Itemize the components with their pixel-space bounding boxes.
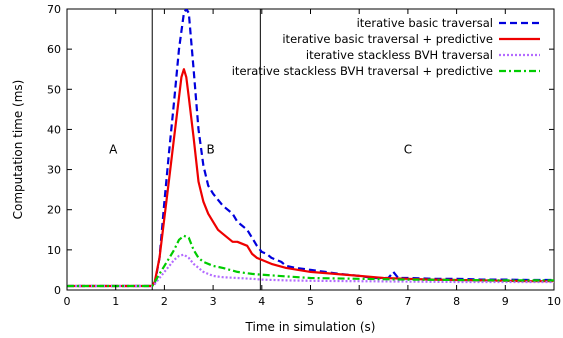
y-axis-label: Computation time (ms) (11, 80, 25, 220)
series-line-2 (67, 68, 554, 288)
x-axis-label: Time in simulation (s) (245, 320, 376, 334)
phase-labels: A B C (109, 143, 412, 157)
y-tick-label: 20 (47, 204, 61, 217)
x-tick-label: 8 (453, 295, 460, 308)
x-tick-label: 4 (258, 295, 265, 308)
y-tick-label: 70 (47, 3, 61, 16)
legend: iterative basic traversal iterative basic… (232, 16, 540, 78)
x-tick-label: 9 (502, 295, 509, 308)
y-tick-label: 10 (47, 244, 61, 257)
x-tick-label: 10 (547, 295, 561, 308)
series-line-3 (67, 253, 554, 288)
phase-label: C (404, 143, 412, 157)
x-tick-label: 7 (404, 295, 411, 308)
y-tick-label: 30 (47, 164, 61, 177)
legend-label: iterative stackless BVH traversal (306, 48, 493, 62)
x-tick-label: 2 (161, 295, 168, 308)
x-tick-label: 3 (210, 295, 217, 308)
series-layer (67, 9, 554, 288)
y-axis: 0 10 20 30 40 50 60 70 (47, 3, 554, 297)
y-tick-label: 0 (54, 284, 61, 297)
y-tick-label: 50 (47, 83, 61, 96)
phase-label: B (207, 143, 215, 157)
x-tick-label: 0 (64, 295, 71, 308)
x-tick-label: 5 (307, 295, 314, 308)
x-tick-label: 6 (356, 295, 363, 308)
y-tick-label: 60 (47, 43, 61, 56)
series-line-4 (67, 234, 554, 288)
legend-label: iterative basic traversal (357, 16, 493, 30)
legend-label: iterative stackless BVH traversal + pred… (232, 64, 493, 78)
y-tick-label: 40 (47, 123, 61, 136)
phase-lines (151, 9, 261, 290)
phase-label: A (109, 143, 118, 157)
x-axis: 0 1 2 3 4 5 6 7 8 9 10 (64, 9, 561, 308)
series-line-1 (67, 9, 554, 288)
legend-label: iterative basic traversal + predictive (282, 32, 493, 46)
x-tick-label: 1 (112, 295, 119, 308)
